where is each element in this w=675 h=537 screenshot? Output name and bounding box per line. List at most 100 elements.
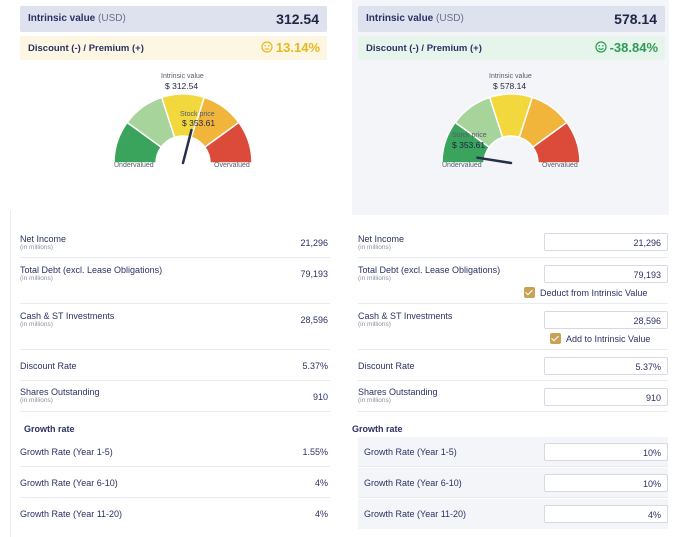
left-column-divider [10,210,11,537]
row-sublabel: (in millions) [358,244,391,251]
discount-premium-card: Discount (-) / Premium (+) -38.84% [358,36,665,60]
shares-outstanding-input[interactable]: 910 [544,388,668,406]
cash-investments-input[interactable]: 28,596 [544,311,668,329]
row-sublabel: (in millions) [20,321,53,328]
gauge-segment [203,121,253,164]
net-income-input[interactable]: 21,296 [544,233,668,251]
growth-row: Growth Rate (Year 11-20) 4% [358,499,668,529]
shares-outstanding-row: Shares Outstanding (in millions) 910 [358,382,668,412]
row-label: Growth Rate (Year 1-5) [364,447,457,457]
deduct-debt-checkbox[interactable]: Deduct from Intrinsic Value [524,287,647,298]
growth-11-20-value: 4% [314,509,328,519]
intrinsic-value-label: Intrinsic value [366,13,434,24]
growth-rate-heading: Growth rate [352,424,403,434]
discount-rate-input[interactable]: 5.37% [544,357,668,375]
growth-rate-heading: Growth rate [24,424,75,434]
net-income-row: Net Income (in millions) 21,296 [358,228,668,258]
gauge-intrinsic-value: $ 312.54 [165,81,199,91]
row-label: Cash & ST Investments [20,311,115,321]
growth-11-20-input[interactable]: 4% [544,505,668,523]
growth-row: Growth Rate (Year 1-5) 10% [358,437,668,467]
gauge-segment [531,121,581,164]
total-debt-row: Total Debt (excl. Lease Obligations) (in… [20,259,330,304]
gauge-intrinsic-caption: Intrinsic value [161,73,204,80]
intrinsic-value: 578.14 [614,11,657,27]
discount-premium-value: 13.14% [275,40,320,55]
valuation-gauge: Intrinsic value $ 578.14 Stock price $ 3… [338,0,675,200]
net-income-value: 21,296 [300,238,328,248]
right-column: Intrinsic value (USD) 578.14 Discount (-… [338,0,675,537]
valuation-gauge: Intrinsic value $ 312.54 Stock price $ 3… [0,0,340,200]
gauge-overvalued-label: Overvalued [542,162,578,169]
intrinsic-value-card: Intrinsic value (USD) 312.54 [20,6,327,32]
discount-premium-label: Discount (-) / Premium (+) [366,43,482,54]
row-sublabel: (in millions) [358,275,391,282]
discount-premium-value: -38.84% [609,40,658,55]
total-debt-row: Total Debt (excl. Lease Obligations) (in… [358,259,668,304]
gauge-intrinsic-caption: Intrinsic value [489,73,532,80]
total-debt-input[interactable]: 79,193 [544,265,668,283]
growth-row: Growth Rate (Year 11-20) 4% [20,499,330,529]
gauge-undervalued-label: Undervalued [442,162,482,169]
shares-outstanding-value: 910 [312,392,328,402]
discount-rate-row: Discount Rate 5.37% [358,351,668,381]
intrinsic-value-unit: (USD) [98,13,126,24]
growth-1-5-input[interactable]: 10% [544,443,668,461]
deduct-debt-label: Deduct from Intrinsic Value [540,288,648,298]
total-debt-value: 79,193 [300,269,328,279]
row-sublabel: (in millions) [20,397,53,404]
gauge-price-caption: Stock price [452,132,487,139]
cash-investments-row: Cash & ST Investments (in millions) 28,5… [20,305,330,350]
row-label: Discount Rate [358,361,415,371]
gauge-price-value: $ 353.61 [452,140,486,150]
discount-rate-row: Discount Rate 5.37% [20,351,330,381]
gauge-chart [441,93,581,165]
intrinsic-value: 312.54 [276,11,319,27]
row-sublabel: (in millions) [358,321,391,328]
row-sublabel: (in millions) [20,275,53,282]
left-column: Intrinsic value (USD) 312.54 Discount (-… [0,0,340,529]
row-label: Growth Rate (Year 11-20) [364,509,467,519]
row-label: Growth Rate (Year 11-20) [20,509,123,519]
row-label: Total Debt (excl. Lease Obligations) [20,265,163,275]
gauge-price-caption: Stock price [180,111,215,118]
row-label: Discount Rate [20,361,77,371]
gauge-undervalued-label: Undervalued [114,162,154,169]
growth-row: Growth Rate (Year 6-10) 4% [20,468,330,498]
checkbox-checked-icon[interactable] [524,287,535,298]
row-label: Total Debt (excl. Lease Obligations) [358,265,501,275]
row-label: Net Income [358,234,405,244]
checkbox-checked-icon[interactable] [550,333,561,344]
row-label: Growth Rate (Year 6-10) [20,478,118,488]
gauge-needle [476,156,513,165]
intrinsic-value-unit: (USD) [436,13,464,24]
gauge-price-value: $ 353.61 [182,118,216,128]
row-label: Cash & ST Investments [358,311,453,321]
smile-face-icon [594,41,607,53]
intrinsic-value-label: Intrinsic value [28,13,96,24]
discount-premium-card: Discount (-) / Premium (+) 13.14% [20,36,327,60]
add-cash-checkbox[interactable]: Add to Intrinsic Value [550,333,650,344]
cash-investments-row: Cash & ST Investments (in millions) 28,5… [358,305,668,350]
gauge-needle [181,128,193,165]
growth-6-10-input[interactable]: 10% [544,474,668,492]
growth-6-10-value: 4% [314,478,328,488]
row-sublabel: (in millions) [20,244,53,251]
gauge-chart [113,93,253,165]
row-label: Growth Rate (Year 1-5) [20,447,113,457]
row-label: Growth Rate (Year 6-10) [364,478,462,488]
neutral-face-icon [261,41,273,53]
net-income-row: Net Income (in millions) 21,296 [20,228,330,258]
gauge-overvalued-label: Overvalued [214,162,250,169]
row-label: Net Income [20,234,67,244]
add-cash-label: Add to Intrinsic Value [566,334,651,344]
discount-premium-label: Discount (-) / Premium (+) [28,43,144,54]
gauge-intrinsic-value: $ 578.14 [493,81,527,91]
row-sublabel: (in millions) [358,397,391,404]
growth-row: Growth Rate (Year 6-10) 10% [358,468,668,498]
shares-outstanding-row: Shares Outstanding (in millions) 910 [20,382,330,412]
row-label: Shares Outstanding [358,387,438,397]
cash-investments-value: 28,596 [300,315,328,325]
intrinsic-value-card: Intrinsic value (USD) 578.14 [358,6,665,32]
row-label: Shares Outstanding [20,387,100,397]
